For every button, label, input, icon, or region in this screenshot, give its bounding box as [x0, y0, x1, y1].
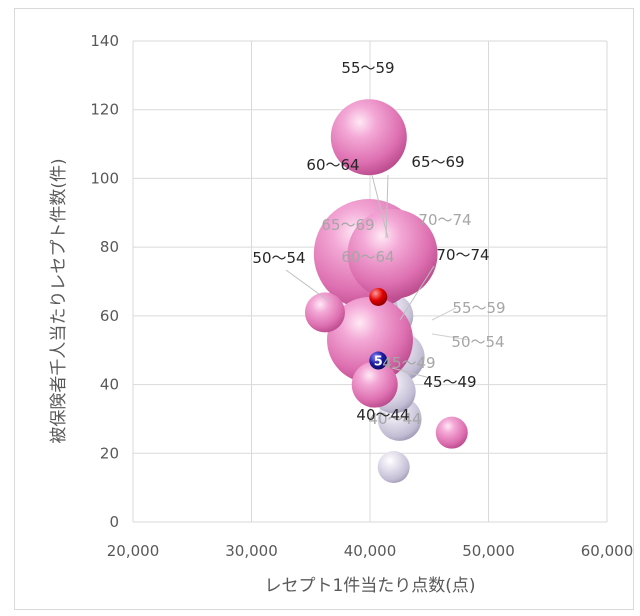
y-tick-label: 120: [90, 101, 119, 119]
bubble-label-gray-4: 60〜64: [341, 248, 394, 266]
bubble-label-gray-2: 50〜54: [451, 333, 504, 351]
leader-line: [391, 367, 431, 379]
x-tick-label: 20,000: [107, 542, 160, 560]
y-tick-label: 80: [100, 238, 119, 256]
markers: 5: [369, 287, 388, 370]
bubble-label-pink-0: 40〜44: [356, 406, 409, 424]
bubble-pink-6: [327, 296, 413, 383]
bubble-gray-0: [377, 451, 410, 484]
bubble-label-pink-4: 60〜64: [306, 156, 359, 174]
leader-line: [431, 307, 457, 321]
leaders-pink: [285, 174, 435, 379]
bubble-label-pink-1: 45〜49: [423, 373, 476, 391]
y-tick-label: 0: [109, 513, 119, 531]
x-axis-title: レセプト1件当たり点数(点): [264, 576, 475, 596]
leader-line: [431, 333, 471, 341]
x-tick-label: 30,000: [225, 542, 278, 560]
bubble-label-pink-6: 70〜74: [436, 246, 489, 264]
y-axis-ticks: 0 20 40 60 80 100 120 140: [90, 32, 119, 531]
y-tick-label: 20: [100, 444, 119, 462]
x-tick-label: 60,000: [581, 542, 634, 560]
marker-blue: [369, 351, 388, 370]
bubble-label-gray-6: 70〜74: [418, 211, 471, 229]
leader-line: [371, 174, 389, 239]
bubble-label-pink-3: 55〜59: [341, 59, 394, 77]
bubble-label-gray-5: 65〜69: [321, 216, 374, 234]
x-tick-label: 50,000: [462, 542, 515, 560]
y-tick-label: 100: [90, 169, 119, 187]
bubble-label-pink-2: 50〜54: [252, 249, 305, 267]
bubble-label-pink-5: 65〜69: [411, 153, 464, 171]
labels-gray: 40〜44 45〜49 50〜54 55〜59 60〜64 65〜69 70〜74: [321, 211, 505, 428]
x-axis-ticks: 20,000 30,000 40,000 50,000 60,000: [107, 542, 634, 560]
y-tick-label: 40: [100, 376, 119, 394]
y-axis-title: 被保険者千人当たりレセプト件数(件): [49, 158, 69, 443]
marker-label: 5: [374, 355, 383, 370]
leader-line: [399, 265, 435, 321]
bubble-label-gray-3: 55〜59: [452, 299, 505, 317]
bubble-pink-1: [351, 361, 398, 408]
bubble-pink-2: [304, 292, 345, 333]
y-tick-label: 60: [100, 307, 119, 325]
gridlines: [132, 40, 608, 523]
bubble-pink-3: [330, 99, 407, 176]
x-tick-label: 40,000: [344, 542, 397, 560]
bubble-label-gray-0: 40〜44: [368, 410, 421, 428]
bubble-pink-0: [435, 416, 468, 449]
labels-pink: 40〜44 45〜49 50〜54 55〜59 60〜64 65〜69 70〜74: [252, 59, 489, 424]
bubble-label-gray-1: 45〜49: [382, 354, 435, 372]
series-pink: [304, 99, 468, 449]
y-tick-label: 140: [90, 32, 119, 50]
marker-red: [369, 287, 388, 306]
leader-line: [285, 269, 331, 303]
bubble-pink-5: [347, 209, 438, 300]
leader-line: [385, 174, 389, 239]
